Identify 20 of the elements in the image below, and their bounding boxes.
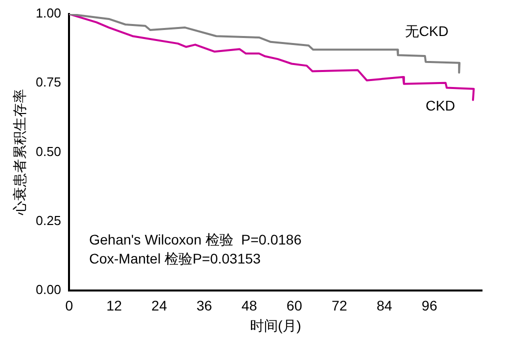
x-tick-label: 24: [151, 298, 168, 314]
x-tick-label: 12: [106, 298, 122, 314]
annotation: Cox-Mantel 检验P=0.03153: [89, 250, 261, 267]
y-axis-title: 心衰患者累积生存率: [11, 89, 28, 216]
x-tick-label: 96: [422, 298, 438, 314]
annotation: Gehan's Wilcoxon 检验 P=0.0186: [89, 232, 302, 248]
x-tick-label: 0: [65, 298, 74, 314]
y-tick-label: 0.25: [36, 212, 62, 228]
x-tick-label: 84: [376, 298, 392, 314]
series-label: CKD: [426, 98, 456, 114]
y-tick-label: 0.75: [36, 74, 62, 90]
x-tick-label: 72: [332, 298, 348, 314]
y-tick-label: 0.50: [36, 144, 62, 159]
y-tick-label: 1.00: [36, 6, 62, 21]
x-tick-label: 48: [241, 298, 258, 314]
x-tick-label: 36: [196, 298, 212, 314]
x-axis-title: 时间(月): [250, 317, 302, 334]
series-label: 无CKD: [404, 22, 449, 39]
x-tick-label: 60: [286, 298, 302, 314]
y-tick-label: 0.00: [36, 282, 62, 297]
